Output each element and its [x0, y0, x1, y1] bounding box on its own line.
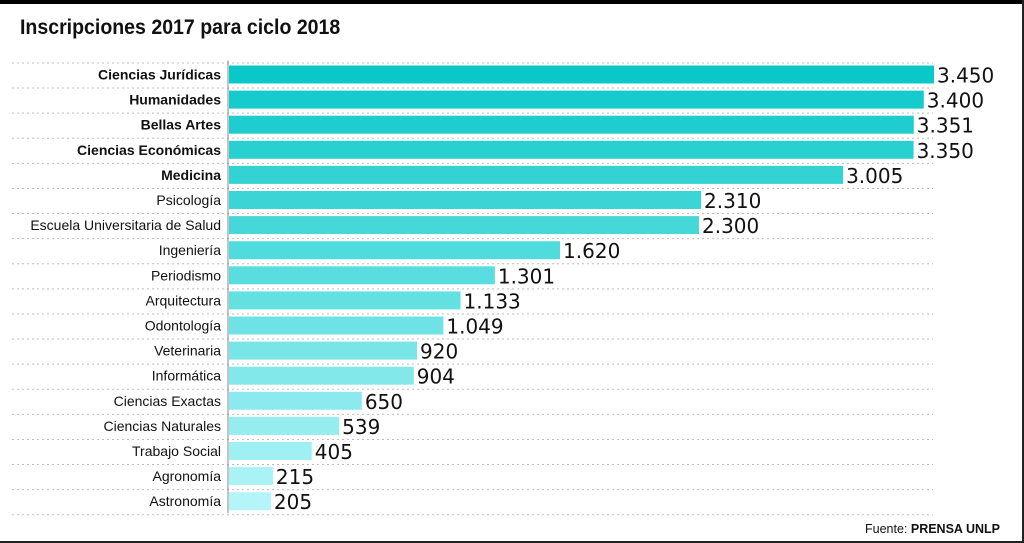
- bar: [229, 316, 444, 335]
- value-label: 3.350: [917, 139, 974, 163]
- bar: [229, 366, 414, 385]
- value-label: 1.301: [498, 264, 555, 288]
- category-label: Astronomía: [149, 493, 221, 509]
- category-label: Psicología: [156, 192, 221, 208]
- value-label: 3.005: [846, 164, 903, 188]
- bar: [229, 115, 914, 134]
- bar: [229, 391, 362, 410]
- category-label: Ciencias Jurídicas: [98, 67, 221, 83]
- value-label: 1.620: [563, 239, 620, 263]
- value-label: 2.310: [704, 189, 761, 213]
- value-label: 920: [420, 340, 458, 364]
- category-label: Ciencias Económicas: [77, 142, 221, 158]
- value-label: 3.450: [937, 64, 994, 88]
- category-label: Ciencias Exactas: [114, 393, 221, 409]
- bar: [229, 291, 461, 310]
- value-label: 1.049: [446, 315, 503, 339]
- category-label: Trabajo Social: [132, 443, 221, 459]
- category-label: Veterinaria: [154, 343, 221, 359]
- value-label: 539: [342, 415, 380, 439]
- bottom-rule: [0, 541, 1024, 543]
- category-label: Periodismo: [151, 267, 221, 283]
- bar: [229, 442, 312, 460]
- bar: [229, 467, 273, 486]
- category-label: Medicina: [161, 167, 221, 183]
- value-label: 405: [315, 440, 353, 464]
- value-label: 2.300: [702, 214, 759, 238]
- category-label: Ciencias Naturales: [104, 418, 222, 434]
- value-label: 215: [276, 465, 314, 489]
- category-label: Arquitectura: [146, 292, 222, 308]
- chart-title: Inscripciones 2017 para ciclo 2018: [20, 16, 341, 39]
- category-label: Humanidades: [129, 92, 221, 108]
- category-label: Bellas Artes: [141, 117, 222, 133]
- bar: [229, 191, 702, 209]
- category-label: Informática: [152, 368, 221, 384]
- right-rule: [1022, 0, 1024, 543]
- value-label: 3.400: [927, 89, 984, 113]
- value-label: 650: [365, 390, 403, 414]
- bar: [229, 341, 417, 360]
- bar: [229, 165, 844, 184]
- category-label: Escuela Universitaria de Salud: [30, 217, 221, 233]
- bar: [229, 241, 561, 260]
- top-rule: [0, 0, 1024, 4]
- bar: [229, 492, 271, 511]
- bar: [229, 416, 340, 435]
- category-label: Agronomía: [153, 468, 222, 484]
- source-credit: Fuente: PRENSA UNLP: [865, 522, 1000, 536]
- bar: [229, 90, 924, 109]
- bar: [229, 216, 699, 235]
- value-label: 3.351: [917, 114, 974, 138]
- value-label: 904: [417, 365, 455, 389]
- bar: [229, 140, 914, 159]
- bar: [229, 65, 934, 84]
- source-label: Fuente:: [864, 522, 908, 536]
- value-label: 205: [274, 490, 312, 514]
- bar: [229, 266, 495, 285]
- source-name: PRENSA UNLP: [910, 522, 1000, 536]
- category-label: Ingeniería: [159, 242, 221, 258]
- category-label: Odontología: [145, 318, 221, 334]
- value-label: 1.133: [464, 289, 521, 313]
